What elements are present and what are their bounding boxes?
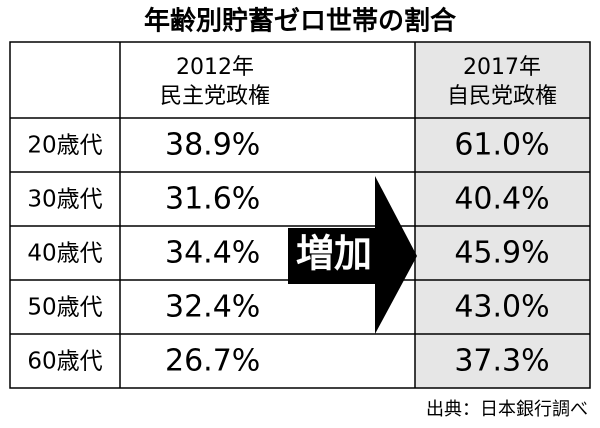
value-2017: 45.9% — [454, 236, 549, 271]
header-year: 2017年 — [463, 55, 541, 80]
age-label: 40歳代 — [27, 241, 102, 267]
arrow-label: 増加 — [296, 232, 372, 276]
highlight-column — [415, 42, 590, 388]
value-2012: 26.7% — [165, 344, 260, 379]
age-label: 50歳代 — [27, 295, 102, 321]
value-2017: 40.4% — [454, 182, 549, 217]
table-border — [9, 41, 591, 389]
age-label: 20歳代 — [27, 133, 102, 159]
value-2012: 34.4% — [165, 236, 260, 271]
age-label: 30歳代 — [27, 187, 102, 213]
header-year: 2012年 — [176, 55, 254, 80]
age-label: 60歳代 — [27, 349, 102, 375]
title: 年齢別貯蓄ゼロ世帯の割合 — [144, 6, 457, 37]
header-label: 自民党政権 — [447, 84, 557, 109]
value-2012: 32.4% — [165, 290, 260, 325]
value-2017: 43.0% — [454, 290, 549, 325]
value-2017: 37.3% — [454, 344, 549, 379]
value-2012: 31.6% — [165, 182, 260, 217]
header-label: 民主党政権 — [160, 84, 270, 109]
source: 出典：日本銀行調べ — [426, 399, 588, 420]
increase-arrow — [288, 176, 417, 334]
value-2017: 61.0% — [454, 128, 549, 163]
value-2012: 38.9% — [165, 128, 260, 163]
